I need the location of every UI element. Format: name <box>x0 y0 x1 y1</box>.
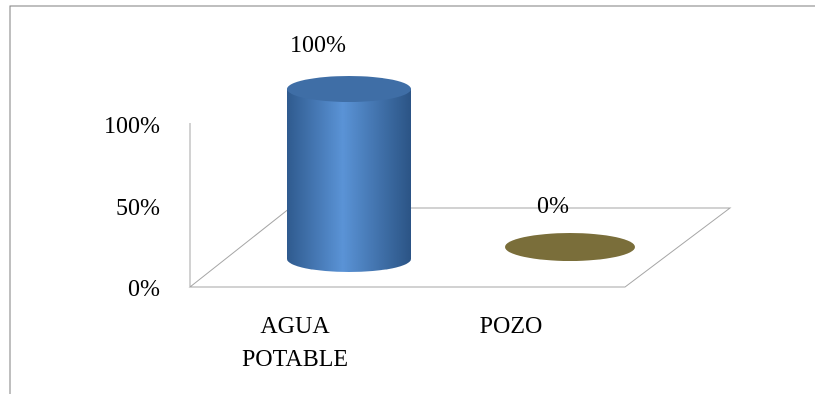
bar-top <box>505 233 635 261</box>
bar-2 <box>505 233 635 261</box>
y-tick-label: 0% <box>128 276 160 302</box>
bar-1 <box>287 76 411 272</box>
chart-frame <box>9 5 815 394</box>
bars <box>287 76 635 272</box>
bar-top <box>287 76 411 102</box>
x-category-label: POTABLE <box>242 346 348 372</box>
floor-plane <box>188 207 732 288</box>
y-tick-label: 50% <box>116 195 160 221</box>
x-category-label: POZO <box>480 313 543 339</box>
bar-body <box>287 89 411 272</box>
x-category-label: AGUA <box>260 313 330 339</box>
y-tick-label: 100% <box>104 113 160 139</box>
data-label: 100% <box>290 32 346 58</box>
data-label: 0% <box>537 193 569 219</box>
